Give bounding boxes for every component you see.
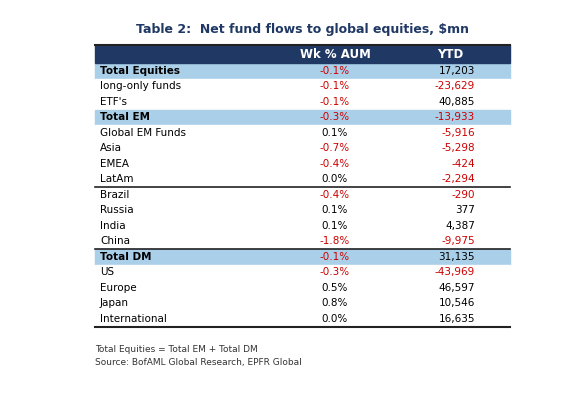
Bar [95, 280, 510, 295]
Bar [95, 172, 510, 187]
Text: -0.7%: -0.7% [320, 143, 350, 153]
Text: Global EM Funds: Global EM Funds [100, 128, 186, 138]
Bar [95, 45, 510, 63]
Text: China: China [100, 236, 130, 246]
Bar [95, 78, 510, 94]
Text: 0.1%: 0.1% [322, 205, 348, 215]
Bar [95, 218, 510, 234]
Text: -1.8%: -1.8% [320, 236, 350, 246]
Text: 0.0%: 0.0% [322, 174, 348, 184]
Text: 0.0%: 0.0% [322, 314, 348, 324]
Text: -0.4%: -0.4% [320, 190, 350, 200]
Bar [95, 63, 510, 78]
Text: -2,294: -2,294 [442, 174, 475, 184]
Bar [95, 311, 510, 326]
Text: 16,635: 16,635 [439, 314, 475, 324]
Text: 0.8%: 0.8% [322, 298, 348, 308]
Text: India: India [100, 221, 126, 231]
Text: -23,629: -23,629 [435, 81, 475, 91]
Bar [95, 140, 510, 156]
Text: -9,975: -9,975 [442, 236, 475, 246]
Text: -5,916: -5,916 [442, 128, 475, 138]
Text: International: International [100, 314, 167, 324]
Text: EMEA: EMEA [100, 159, 129, 169]
Text: 0.1%: 0.1% [322, 128, 348, 138]
Text: LatAm: LatAm [100, 174, 134, 184]
Text: long-only funds: long-only funds [100, 81, 181, 91]
Text: -5,298: -5,298 [442, 143, 475, 153]
Text: -0.4%: -0.4% [320, 159, 350, 169]
Text: -43,969: -43,969 [435, 267, 475, 277]
Text: 17,203: 17,203 [439, 66, 475, 76]
Bar [95, 156, 510, 172]
Text: Brazil: Brazil [100, 190, 129, 200]
Bar [95, 234, 510, 249]
Text: Total EM: Total EM [100, 112, 150, 122]
Bar [95, 125, 510, 140]
Text: Europe: Europe [100, 283, 137, 293]
Text: -0.1%: -0.1% [320, 66, 350, 76]
Text: 10,546: 10,546 [439, 298, 475, 308]
Bar [95, 265, 510, 280]
Text: Total Equities: Total Equities [100, 66, 180, 76]
Text: Asia: Asia [100, 143, 122, 153]
Text: 40,885: 40,885 [439, 97, 475, 107]
Text: 0.5%: 0.5% [322, 283, 348, 293]
Text: 4,387: 4,387 [445, 221, 475, 231]
Text: -290: -290 [451, 190, 475, 200]
Text: 31,135: 31,135 [439, 252, 475, 262]
Text: Japan: Japan [100, 298, 129, 308]
Bar [95, 94, 510, 109]
Text: -0.1%: -0.1% [320, 252, 350, 262]
Text: Total Equities = Total EM + Total DM: Total Equities = Total EM + Total DM [95, 345, 258, 354]
Text: -0.1%: -0.1% [320, 81, 350, 91]
Text: US: US [100, 267, 114, 277]
Bar [95, 187, 510, 203]
Text: -0.3%: -0.3% [320, 112, 350, 122]
Text: Russia: Russia [100, 205, 134, 215]
Bar [95, 249, 510, 265]
Bar [95, 203, 510, 218]
Text: -13,933: -13,933 [435, 112, 475, 122]
Text: Wk % AUM: Wk % AUM [299, 47, 370, 60]
Text: -424: -424 [451, 159, 475, 169]
Bar [95, 109, 510, 125]
Text: YTD: YTD [437, 47, 463, 60]
Text: ETF's: ETF's [100, 97, 127, 107]
Bar [95, 295, 510, 311]
Text: 0.1%: 0.1% [322, 221, 348, 231]
Text: 377: 377 [455, 205, 475, 215]
Text: -0.1%: -0.1% [320, 97, 350, 107]
Text: -0.3%: -0.3% [320, 267, 350, 277]
Text: Total DM: Total DM [100, 252, 151, 262]
Text: Table 2:  Net fund flows to global equities, $mn: Table 2: Net fund flows to global equiti… [136, 23, 469, 37]
Text: Source: BofAML Global Research, EPFR Global: Source: BofAML Global Research, EPFR Glo… [95, 358, 302, 367]
Text: 46,597: 46,597 [439, 283, 475, 293]
